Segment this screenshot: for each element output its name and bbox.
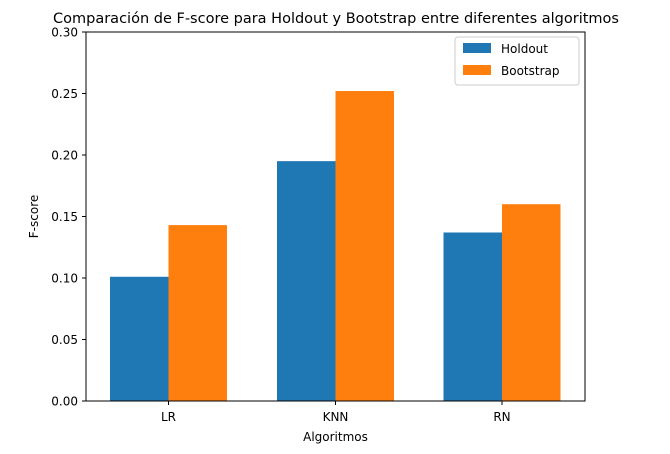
x-axis-label: Algoritmos (303, 430, 368, 444)
x-tick-label-knn: KNN (323, 410, 349, 424)
x-tick-label-lr: LR (161, 410, 176, 424)
y-tick-label: 0.10 (51, 272, 78, 286)
chart-title: Comparación de F-score para Holdout y Bo… (53, 11, 619, 27)
legend-swatch-bootstrap (463, 65, 491, 75)
legend-label-holdout: Holdout (501, 42, 548, 56)
legend-swatch-holdout (463, 43, 491, 53)
bar-holdout-lr (110, 276, 169, 401)
y-tick-label: 0.30 (51, 26, 78, 40)
x-axis: LR KNN RN (161, 401, 511, 424)
y-tick-label: 0.25 (51, 87, 78, 101)
bar-holdout-rn (443, 232, 502, 401)
bar-bootstrap-lr (168, 225, 227, 401)
plot-area: 0.00 0.05 0.10 0.15 0.20 0.25 0.30 LR KNN RN (51, 26, 586, 424)
y-tick-label: 0.00 (51, 395, 78, 409)
bar-bootstrap-knn (335, 91, 394, 401)
y-axis-label: F-score (27, 195, 41, 238)
legend: Holdout Bootstrap (454, 36, 580, 86)
legend-label-bootstrap: Bootstrap (501, 64, 559, 78)
bar-bootstrap-rn (502, 204, 561, 401)
y-tick-label: 0.05 (51, 333, 78, 347)
bar-holdout-knn (277, 161, 336, 401)
plot-frame (85, 31, 586, 402)
x-tick-label-rn: RN (493, 410, 510, 424)
y-tick-label: 0.20 (51, 149, 78, 163)
y-axis: 0.00 0.05 0.10 0.15 0.20 0.25 0.30 (51, 26, 86, 409)
y-tick-label: 0.15 (51, 210, 78, 224)
bars-group (110, 91, 561, 401)
